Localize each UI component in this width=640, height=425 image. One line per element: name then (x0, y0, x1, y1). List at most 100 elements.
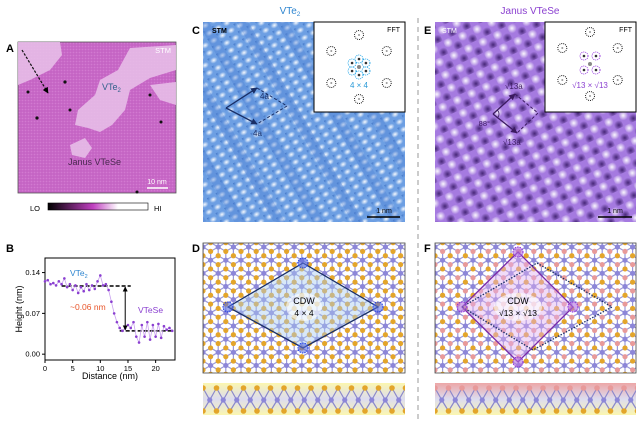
bond (534, 234, 542, 238)
bond (180, 365, 188, 369)
v-atom (337, 297, 343, 303)
chalcogen-atom-bottom (367, 332, 373, 338)
chalcogen-atom-top (362, 385, 368, 391)
chalcogen-atom-top (448, 236, 453, 241)
chalcogen-atom-bottom (329, 371, 335, 373)
chalcogen-atom-top (314, 275, 320, 281)
bond (294, 374, 302, 378)
v-atom (367, 270, 373, 276)
bond (633, 379, 640, 383)
bond (564, 374, 572, 378)
bragg-peak (561, 47, 564, 49)
chalcogen-atom-bottom (402, 408, 405, 414)
bond (203, 325, 204, 326)
chalcogen-atom-top (500, 354, 506, 360)
v-atom (220, 397, 226, 403)
v-atom (344, 310, 350, 316)
chalcogen-atom-top (447, 288, 453, 294)
chalcogen-atom-bottom (428, 280, 433, 285)
chalcogen-atom-bottom (382, 358, 388, 364)
chalcogen-atom-top (538, 340, 545, 347)
chalcogen-atom-top (435, 367, 438, 373)
chalcogen-atom-bottom (375, 408, 382, 414)
chalcogen-atom-top (410, 301, 415, 306)
data-point (104, 282, 108, 286)
chalcogen-atom-top (314, 248, 320, 254)
bond (412, 273, 420, 277)
chalcogen-atom-bottom (630, 305, 636, 312)
chalcogen-atom-top (203, 340, 206, 347)
bond (408, 313, 416, 317)
cdw-corner-markers (222, 257, 384, 354)
bond (541, 379, 549, 383)
chalcogen-atom-bottom (382, 279, 388, 285)
v-atom (253, 257, 259, 263)
data-point (76, 291, 80, 295)
chalcogen-atom-top (428, 288, 433, 293)
chalcogen-atom-bottom (200, 227, 205, 232)
panel-f: F CDW √13 × √13 (410, 227, 640, 415)
bond (180, 260, 188, 264)
bond (218, 234, 226, 238)
chalcogen-atom-bottom (398, 332, 404, 338)
chalcogen-atom-bottom (516, 371, 521, 373)
bond (203, 255, 204, 257)
v-atom (569, 270, 575, 276)
chalcogen-atom-bottom (478, 227, 483, 232)
bond (325, 374, 333, 378)
chalcogen-atom-bottom (421, 266, 426, 271)
bond (188, 379, 196, 383)
chalcogen-atom-top (344, 275, 350, 281)
chalcogen-atom-top (223, 354, 229, 360)
chalcogen-atom-bottom (440, 243, 446, 246)
chalcogen-atom-bottom (238, 243, 244, 246)
chalcogen-atom-top (203, 261, 206, 268)
chalcogen-atom-bottom (291, 253, 297, 259)
bragg-peak (616, 47, 619, 49)
v-atom (439, 397, 445, 403)
v-atom (628, 397, 634, 403)
bond (473, 229, 481, 233)
v-atom (291, 270, 297, 276)
bond (271, 229, 279, 233)
bond (188, 260, 196, 264)
chalcogen-atom-bottom (554, 253, 560, 259)
chalcogen-atom-top (531, 354, 537, 360)
bragg-peak (561, 79, 564, 81)
v-atom (230, 270, 236, 276)
chalcogen-atom-top (352, 340, 358, 347)
v-atom (382, 297, 388, 303)
bond (279, 229, 287, 233)
bond (180, 348, 188, 352)
bond (203, 379, 211, 383)
v-atom (223, 283, 229, 290)
chalcogen-atom-top (284, 354, 290, 360)
bond (496, 379, 504, 383)
bond (363, 234, 371, 238)
chalcogen-atom-bottom (447, 358, 453, 364)
chalcogen-atom-top (538, 367, 545, 373)
bond (218, 374, 226, 378)
chalcogen-atom-bottom (216, 227, 221, 232)
bragg-peak-marker (612, 43, 623, 53)
v-atom (554, 270, 560, 276)
v-atom (306, 244, 312, 250)
v-atom (630, 376, 635, 381)
bond (412, 234, 420, 238)
x-tick-label: 10 (96, 364, 104, 373)
v-atom (470, 283, 476, 290)
chalcogen-atom-top (567, 385, 573, 391)
chalcogen-atom-bottom (410, 372, 415, 377)
chalcogen-atom-top (607, 385, 614, 391)
bragg-peak (385, 50, 388, 52)
chalcogen-atom-bottom (306, 358, 312, 364)
chalcogen-atom-top (486, 385, 492, 391)
chalcogen-atom-bottom (193, 293, 198, 298)
v-atom (421, 284, 426, 289)
v-atom (178, 310, 183, 315)
v-atom (238, 231, 243, 236)
chalcogen-atom-top (178, 354, 183, 359)
v-atom (440, 336, 446, 342)
chalcogen-atom-top (478, 340, 484, 347)
bond (496, 234, 504, 238)
